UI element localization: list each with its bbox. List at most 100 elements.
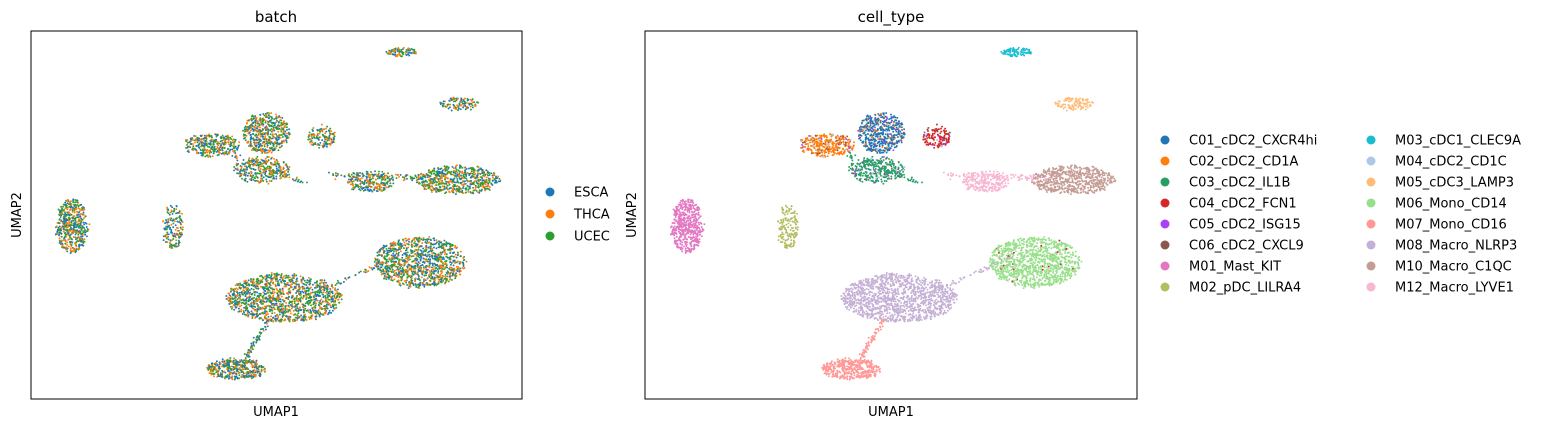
point-ucec [472,186,475,189]
point-thca [273,142,276,144]
point-thca [66,243,69,246]
point-ucec [229,305,232,308]
point-thca [265,304,268,307]
point-ucec [280,122,283,124]
point-esca [330,298,333,301]
point-ucec [265,140,268,143]
point-esca [254,115,257,118]
point-esca [423,285,426,288]
point-ucec [267,123,270,126]
point-ucec [433,170,436,172]
point-ucec [245,305,248,307]
point-thca [399,250,402,253]
point-thca [232,142,235,145]
point-esca [178,215,181,218]
point-ucec [318,146,321,149]
point-thca [162,220,165,223]
point-ucec [258,317,261,320]
point-thca [227,135,230,138]
point-esca [56,229,59,232]
point-esca [462,265,465,267]
point-esca [169,204,172,207]
point-thca [251,145,254,148]
point-esca [479,178,482,181]
point-ucec [303,279,306,282]
point-esca [250,344,253,347]
point-thca [287,293,290,296]
point-ucec [347,174,350,177]
point-thca [166,236,169,239]
point-ucec [325,136,328,139]
point-thca [467,190,470,193]
point-thca [261,278,264,281]
point-ucec [447,271,450,274]
point-esca [427,238,429,241]
point-esca [238,291,241,294]
point-ucec [462,185,465,188]
point-ucec [77,205,80,208]
point-thca [403,279,406,282]
point-esca [175,242,178,245]
point-esca [252,314,254,316]
point-esca [434,263,437,266]
point-ucec [276,162,278,165]
point-ucec [64,242,67,245]
point-esca [262,327,265,330]
point-thca [368,266,371,269]
point-esca [225,295,228,297]
point-ucec [422,254,425,257]
point-thca [273,275,276,278]
point-esca [305,284,308,287]
point-thca [288,276,291,279]
point-thca [274,147,277,150]
point-thca [385,275,388,278]
point-ucec [310,139,313,142]
point-ucec [273,288,276,291]
point-esca [164,222,167,225]
point-esca [468,167,470,170]
point-ucec [312,136,315,139]
point-ucec [395,265,398,268]
point-ucec [356,172,358,174]
point-ucec [473,189,476,192]
point-thca [414,240,417,243]
point-thca [67,245,70,248]
point-thca [219,362,222,365]
point-esca [167,238,170,241]
point-ucec [410,279,413,282]
point-thca [385,186,388,189]
point-ucec [488,188,491,191]
point-ucec [258,331,261,334]
point-esca [257,287,260,290]
point-ucec [307,296,310,299]
point-thca [274,283,277,286]
point-esca [464,171,467,174]
point-ucec [370,171,372,173]
point-thca [211,155,214,158]
point-esca [229,148,232,151]
point-thca [318,132,321,135]
point-esca [406,283,409,286]
point-esca [81,244,84,246]
point-esca [459,108,462,111]
point-thca [445,176,448,179]
point-esca [414,257,417,260]
point-ucec [60,235,63,238]
point-ucec [397,244,400,246]
point-esca [449,252,452,254]
point-ucec [254,177,256,180]
point-esca [433,246,435,249]
point-ucec [385,247,388,250]
point-thca [393,278,396,281]
point-ucec [262,294,265,297]
point-thca [305,295,308,298]
point-thca [275,280,278,283]
point-thca [432,268,435,271]
point-thca [75,245,78,248]
point-thca [403,244,406,247]
point-ucec [273,273,276,275]
point-esca [322,296,325,299]
point-esca [401,254,404,256]
point-ucec [255,287,258,290]
point-esca [485,169,488,172]
